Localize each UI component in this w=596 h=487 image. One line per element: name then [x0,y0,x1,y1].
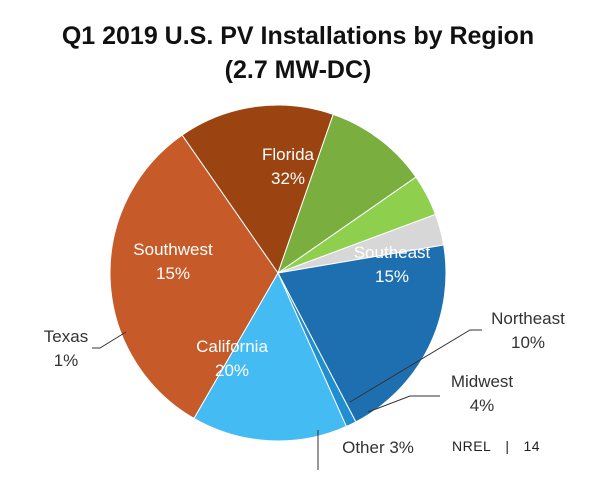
pie-slice-southwest [193,271,347,442]
slice-label-california: California 20% [196,337,268,380]
slice-value-texas: 1% [54,351,79,370]
slice-name-southeast: Southeast [354,243,431,262]
pie-slice-southeast [181,104,334,275]
slice-name-northeast: Northeast [491,309,565,328]
slice-label-midwest: Midwest 4% [451,372,514,415]
footer-separator: | [505,438,510,454]
leader-line-northeast [349,329,482,403]
slice-label-florida: Florida 32% [262,145,315,188]
pie-slice-florida [109,134,279,420]
slice-label-texas: Texas 1% [44,327,88,370]
slice-value-midwest: 4% [470,396,495,415]
pie-slice-california [277,244,447,423]
slice-value-northeast: 10% [511,333,545,352]
slice-label-text-other: Other 3% [342,438,414,457]
chart-title: Q1 2019 U.S. PV Installations by Region [61,22,535,50]
slice-label-other: Other 3% [342,438,414,457]
slice-label-northeast: Northeast 10% [491,309,565,352]
page-number: 14 [523,438,541,454]
slice-value-florida: 32% [271,169,305,188]
pie-slice-northeast [277,113,417,275]
chart-subtitle: (2.7 MW-DC) [224,56,372,84]
slice-value-southeast: 15% [375,267,409,286]
slice-label-southwest: Southwest 15% [133,240,213,283]
slice-name-california: California [196,337,268,356]
leader-line-midwest [367,395,440,413]
slice-label-southeast: Southeast 15% [354,243,431,286]
slice-name-midwest: Midwest [451,372,514,391]
slide-footer: NREL | 14 [452,438,540,454]
slice-name-florida: Florida [262,145,315,164]
slice-name-texas: Texas [44,327,88,346]
leader-line-texas [92,331,127,349]
slice-name-southwest: Southwest [133,240,213,259]
footer-source: NREL [452,438,492,454]
slice-value-california: 20% [215,361,249,380]
slice-value-southwest: 15% [156,264,190,283]
